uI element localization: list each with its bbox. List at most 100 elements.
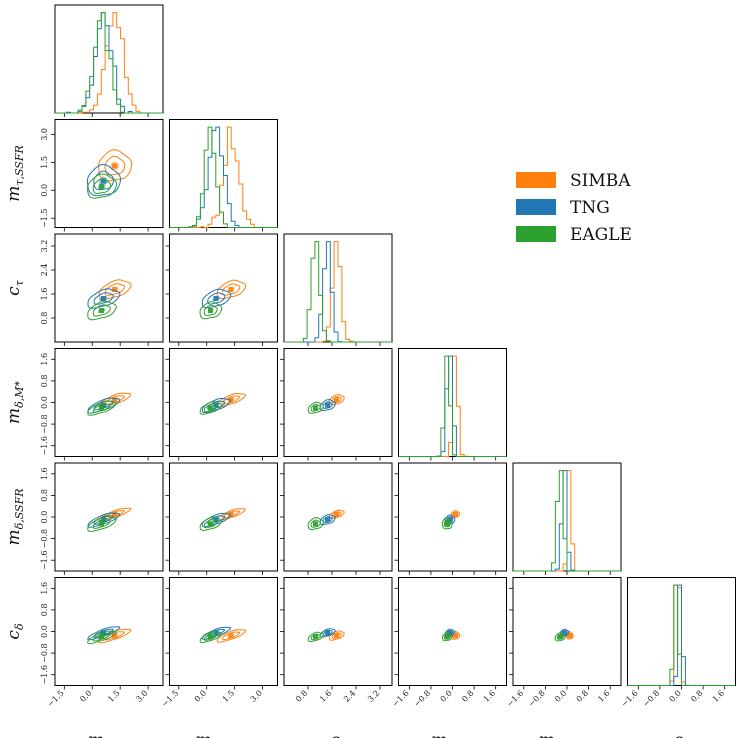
density-peak-eagle — [207, 405, 213, 411]
panel-m_delta_SSFR-vs-m_tau_Mstar: −1.6 −0.8 0.0 0.8 1.6 mδ,SSFR — [4, 462, 164, 575]
histogram-simba — [169, 126, 278, 228]
y-tick-label: 1.5 — [40, 156, 49, 169]
panel-c_delta-vs-c_tau: 0.8 1.6 2.4 3.2 cτ — [280, 577, 393, 738]
density-peak-tng — [100, 402, 106, 408]
histogram-eagle — [284, 241, 392, 343]
contour-2sigma-simba — [216, 279, 247, 300]
contour-1sigma-simba — [104, 631, 125, 641]
x-tick-label: 1.5 — [221, 689, 236, 704]
x-tick-label: 3.0 — [249, 689, 264, 704]
y-tick-label: 0.0 — [40, 625, 49, 638]
density-peak-eagle — [207, 521, 213, 527]
contour-2sigma-eagle — [199, 401, 223, 415]
x-tick-label: 0.8 — [294, 689, 309, 704]
panel-frame — [169, 233, 278, 343]
x-tick-label: −1.5 — [46, 689, 66, 709]
density-peak-simba — [228, 287, 234, 292]
panel-c_delta-vs-m_tau_SSFR: −1.5 0.0 1.5 3.0 mτ,SSFR — [160, 577, 278, 738]
density-peak-simba — [334, 511, 339, 517]
contour-2sigma-simba — [98, 149, 133, 182]
y-axis-label-c_tau: cτ — [4, 279, 26, 296]
density-peak-eagle — [444, 521, 450, 527]
y-tick-label: 2.4 — [40, 264, 49, 277]
legend-swatch-eagle — [516, 226, 556, 242]
legend-swatch-simba — [516, 172, 556, 188]
panel-frame — [54, 233, 164, 343]
density-peak-tng — [447, 630, 453, 636]
x-tick-label: 3.0 — [134, 689, 149, 704]
contour-1sigma-eagle — [92, 178, 111, 195]
x-tick-label: 0.8 — [689, 689, 704, 704]
panel-c_delta-vs-m_tau_Mstar: −1.5 0.0 1.5 3.0 mτ,M* −1.6 −0.8 0.0 0.8 1.6 cδ — [4, 577, 164, 738]
x-axis-label-c_tau: cτ — [330, 731, 347, 738]
y-axis-label-c_delta: cδ — [4, 623, 26, 640]
x-tick-label: −0.8 — [412, 689, 432, 709]
contour-2sigma-eagle — [87, 300, 117, 321]
density-peak-tng — [213, 630, 219, 636]
density-peak-eagle — [99, 308, 105, 313]
density-peak-tng — [100, 630, 106, 636]
legend-label-simba: SIMBA — [570, 171, 631, 191]
contour-2sigma-tng — [201, 397, 232, 414]
histogram-eagle — [398, 355, 507, 457]
density-peak-simba — [112, 287, 118, 292]
contour-2sigma-eagle — [199, 516, 223, 531]
contour-2sigma-eagle — [307, 631, 324, 642]
x-tick-label: 0.8 — [460, 689, 475, 704]
x-axis-label-m_delta_SSFR: mδ,SSFR — [538, 731, 595, 738]
contour-2sigma-tng — [87, 626, 121, 641]
panel-m_delta_Mstar-vs-m_delta_Mstar — [398, 348, 507, 461]
x-tick-label: 0.0 — [439, 689, 454, 704]
density-peak-simba — [452, 633, 458, 639]
panel-frame — [169, 462, 278, 572]
density-peak-eagle — [313, 521, 318, 527]
contour-2sigma-eagle — [441, 632, 453, 642]
histogram-eagle — [169, 126, 278, 228]
density-peak-tng — [100, 178, 106, 184]
density-peak-simba — [112, 163, 118, 169]
contour-1sigma-simba — [222, 510, 241, 519]
density-peak-eagle — [557, 634, 563, 640]
x-axis-label-m_tau_SSFR: mτ,SSFR — [195, 731, 252, 738]
panel-frame — [283, 348, 393, 457]
panel-c_tau-vs-m_tau_Mstar: 0.8 1.6 2.4 3.2 cτ — [4, 233, 164, 346]
panel-c_tau-vs-c_tau — [283, 233, 393, 346]
y-tick-label: −0.8 — [40, 643, 49, 662]
density-peak-simba — [112, 397, 118, 403]
legend-label-tng: TNG — [570, 198, 610, 218]
y-axis-label-m_delta_SSFR: mδ,SSFR — [4, 488, 26, 545]
panel-m_tau_SSFR-vs-m_tau_Mstar: −1.5 0.0 1.5 3.0 mτ,SSFR — [4, 119, 164, 232]
x-tick-label: 3.2 — [366, 689, 381, 704]
contour-1sigma-eagle — [443, 519, 451, 528]
y-tick-label: −1.6 — [40, 550, 49, 569]
y-tick-label: −0.8 — [40, 529, 49, 548]
contour-1sigma-eagle — [92, 632, 111, 642]
y-tick-label: 3.2 — [40, 240, 49, 253]
contour-1sigma-eagle — [310, 519, 321, 528]
density-peak-tng — [213, 517, 219, 523]
x-tick-label: 1.6 — [318, 689, 333, 704]
y-tick-label: 1.6 — [40, 288, 49, 301]
y-axis-label-sub: δ,SSFR — [13, 488, 26, 529]
density-peak-tng — [325, 402, 330, 408]
density-peak-simba — [112, 511, 118, 517]
x-axis-label-c_delta: cδ — [673, 731, 690, 738]
x-tick-label: −1.5 — [160, 689, 180, 709]
y-tick-label: −1.5 — [40, 208, 49, 227]
density-peak-simba — [334, 397, 339, 403]
legend: SIMBA TNG EAGLE — [516, 171, 632, 245]
contour-1sigma-eagle — [443, 633, 451, 640]
y-tick-label: 3.0 — [40, 128, 49, 141]
contour-1sigma-eagle — [556, 633, 564, 640]
y-tick-label: 0.8 — [40, 312, 49, 325]
density-peak-tng — [561, 630, 567, 636]
density-peak-simba — [228, 511, 234, 517]
density-peak-eagle — [99, 405, 105, 411]
panel-m_delta_SSFR-vs-m_delta_SSFR — [512, 462, 622, 575]
contour-1sigma-simba — [222, 283, 241, 296]
density-peak-eagle — [99, 184, 105, 190]
density-peak-eagle — [444, 634, 450, 640]
x-tick-label: −0.8 — [641, 689, 661, 709]
contour-1sigma-simba — [104, 155, 126, 176]
